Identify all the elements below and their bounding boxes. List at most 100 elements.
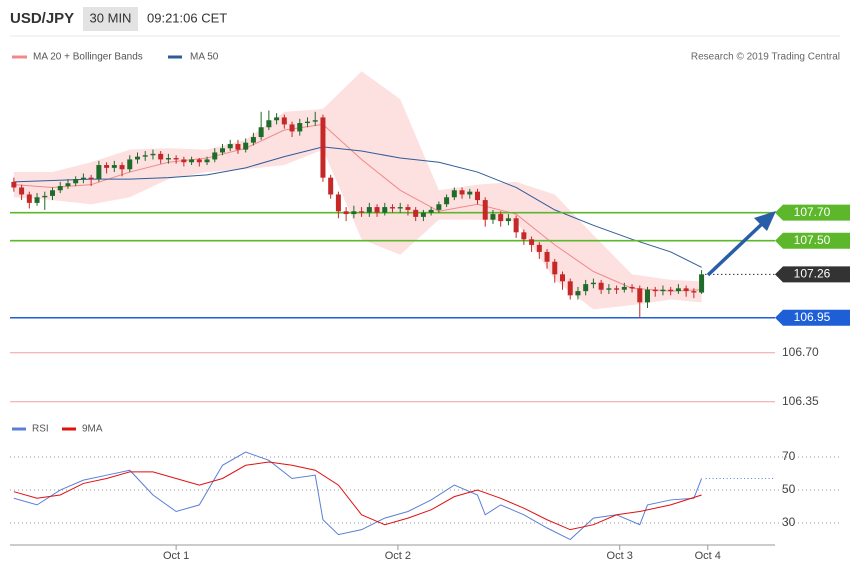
candle-body	[691, 291, 697, 293]
candle-body	[459, 190, 465, 195]
candle-body	[173, 158, 179, 160]
candle-body	[590, 282, 596, 285]
level-box	[775, 204, 850, 221]
candle-body	[220, 148, 225, 153]
candle-body	[135, 156, 140, 160]
level-label: 106.35	[782, 394, 819, 408]
candle-body	[420, 212, 426, 217]
candle-body	[544, 251, 550, 262]
candle-body	[111, 165, 117, 168]
candle-body	[227, 144, 233, 149]
candle-body	[390, 207, 395, 209]
candle-body	[104, 165, 110, 168]
candle-body	[289, 124, 295, 132]
candle-body	[637, 288, 643, 303]
candle-body	[142, 155, 148, 157]
candle-body	[621, 286, 627, 290]
candle-body	[343, 211, 349, 215]
level-label: 107.26	[794, 266, 831, 280]
rsi-line	[13, 461, 702, 531]
candle-body	[583, 284, 589, 292]
x-tick-label: Oct 1	[163, 550, 189, 562]
level-label: 106.95	[794, 310, 831, 324]
candle-body	[529, 239, 535, 245]
candle-body	[683, 288, 689, 292]
interval: 30 MIN	[90, 10, 132, 25]
candle-body	[614, 288, 620, 290]
candle-body	[451, 190, 457, 198]
legend-label: MA 50	[190, 52, 219, 63]
candle-body	[42, 195, 48, 198]
candle-body	[405, 207, 411, 210]
y-tick-label: 30	[782, 515, 796, 529]
candle-body	[65, 183, 71, 187]
candle-body	[660, 289, 666, 292]
bollinger-band	[13, 71, 702, 310]
candle-body	[567, 281, 573, 296]
level-box	[775, 309, 850, 326]
candle-body	[181, 159, 187, 163]
candle-body	[428, 209, 434, 213]
candle-body	[297, 123, 303, 132]
candle-body	[189, 159, 195, 163]
symbol: USD/JPY	[10, 10, 74, 27]
candle-body	[645, 289, 650, 303]
candle-body	[127, 159, 133, 170]
rsi-line	[13, 451, 703, 541]
candle-body	[374, 207, 380, 213]
candle-body	[490, 214, 496, 220]
candle-body	[652, 289, 658, 292]
candle-body	[305, 121, 310, 124]
x-tick-label: Oct 4	[695, 550, 721, 562]
candle-body	[413, 209, 419, 217]
candle-body	[243, 142, 249, 150]
candle-body	[250, 137, 256, 143]
candle-body	[359, 211, 365, 213]
candle-body	[150, 153, 156, 156]
candle-body	[235, 144, 241, 150]
candle-body	[281, 117, 287, 125]
x-tick-label: Oct 3	[607, 550, 633, 562]
candle-body	[11, 181, 17, 188]
candle-body	[266, 120, 272, 128]
candle-body	[699, 274, 705, 293]
level-label: 107.50	[794, 233, 831, 247]
candle-body	[80, 177, 86, 180]
candle-body	[482, 200, 488, 220]
candle-body	[258, 127, 264, 138]
level-box	[775, 232, 850, 249]
candle-body	[335, 194, 341, 212]
candle-body	[312, 120, 318, 122]
candle-body	[212, 152, 218, 160]
arrow-shaft	[706, 220, 766, 277]
candle-body	[196, 159, 202, 163]
level-label: 106.70	[782, 345, 819, 359]
candle-body	[366, 207, 372, 213]
candle-body	[26, 194, 32, 203]
candle-body	[575, 291, 581, 296]
candle-body	[382, 207, 388, 213]
candle-body	[675, 288, 681, 292]
candle-body	[320, 117, 326, 178]
y-tick-label: 50	[782, 482, 796, 496]
candle-body	[119, 165, 125, 170]
candle-body	[444, 197, 450, 205]
candle-body	[475, 191, 480, 201]
interval-box	[83, 7, 138, 31]
candle-body	[505, 218, 511, 222]
candle-body	[57, 186, 63, 191]
candle-body	[34, 197, 40, 203]
candle-body	[629, 286, 635, 289]
candle-body	[397, 207, 403, 209]
candle-body	[467, 191, 473, 195]
candle-body	[668, 289, 674, 292]
candle-body	[158, 153, 164, 160]
level-label: 107.70	[794, 205, 831, 219]
candle-body	[552, 261, 558, 275]
candle-body	[328, 177, 334, 195]
candle-body	[351, 211, 357, 215]
candle-body	[606, 288, 612, 290]
candle-body	[19, 187, 25, 195]
